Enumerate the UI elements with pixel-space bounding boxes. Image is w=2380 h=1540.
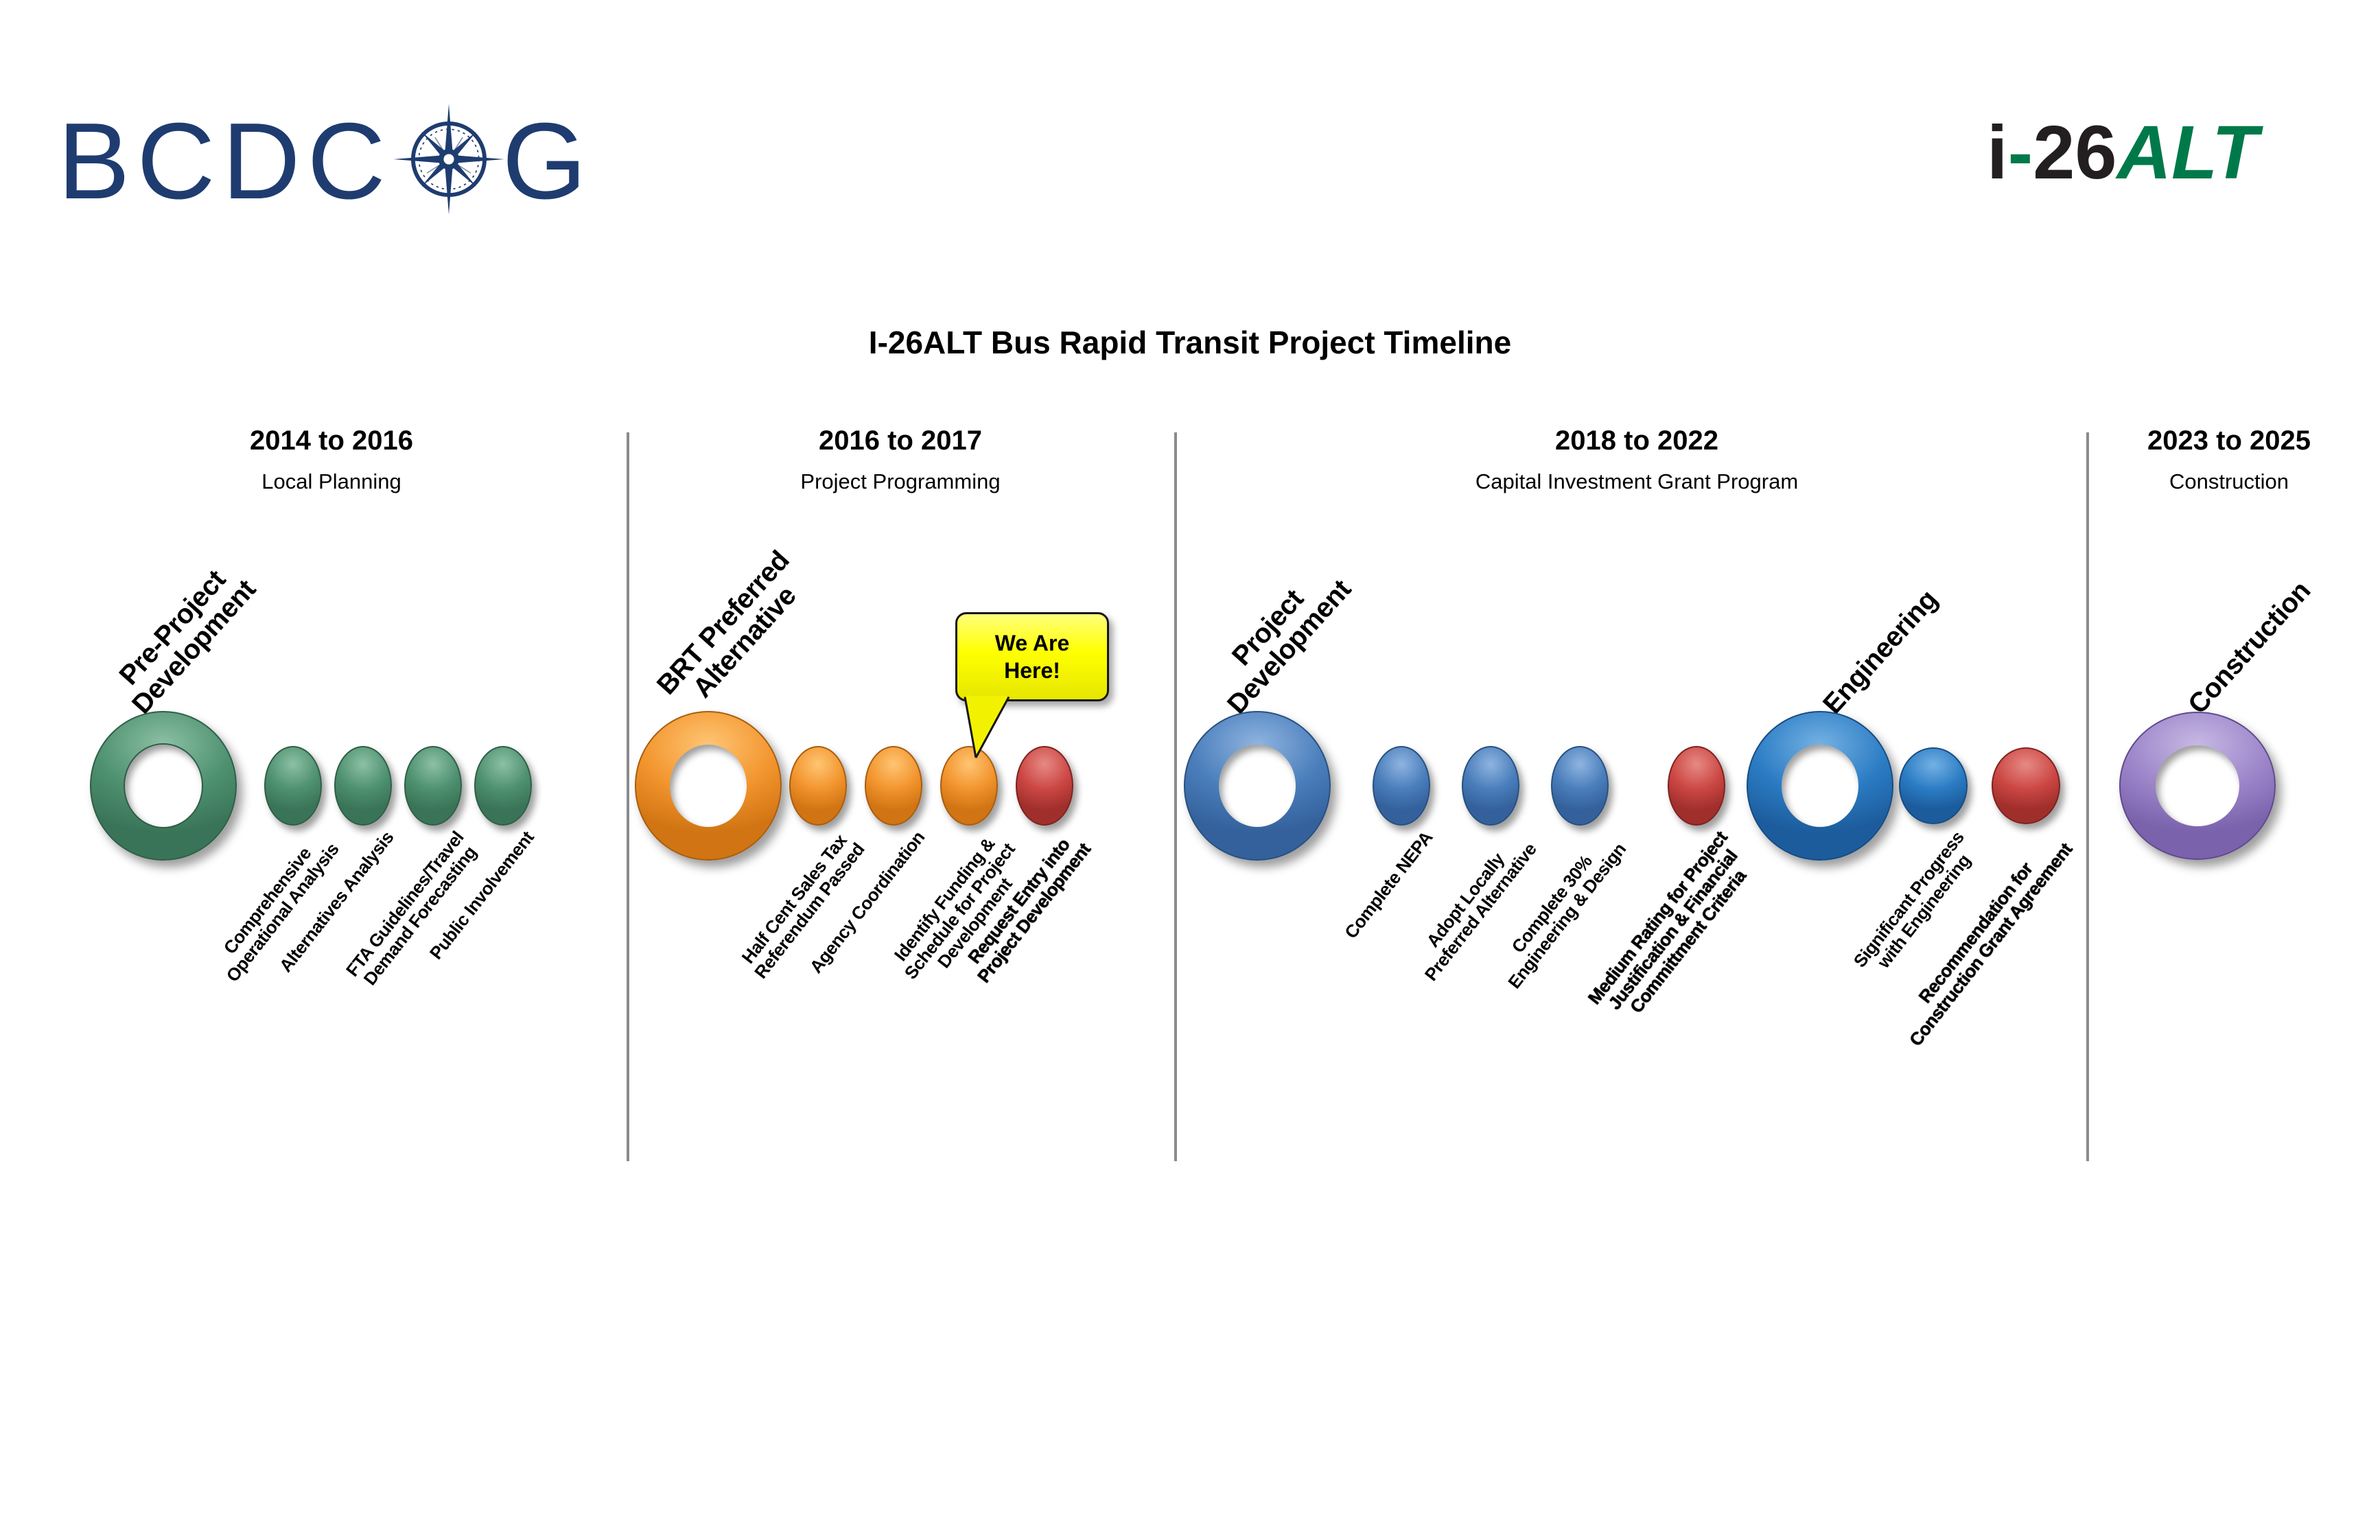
bcdcog-logo-text-right: G — [502, 100, 594, 222]
ring-hole — [1219, 745, 1296, 827]
compass-icon — [393, 102, 504, 220]
stage-ring-engineering — [1747, 711, 1893, 861]
ring-hole — [670, 745, 747, 827]
phase-divider-1 — [627, 432, 629, 1161]
we-are-here-text: We Are Here! — [994, 631, 1070, 683]
stage-ring-project-development — [1184, 711, 1331, 861]
milestone-dot-half-cent-sales-tax — [789, 746, 847, 826]
ring-hole — [2156, 745, 2239, 826]
milestone-dot-significant-progress — [1899, 747, 1968, 824]
milestone-dot-recommendation-cga — [1992, 747, 2060, 824]
page-title: I-26ALT Bus Rapid Transit Project Timeli… — [868, 325, 1512, 360]
phase2-years: 2016 to 2017 — [819, 425, 982, 456]
milestone-label: Half Cent Sales Tax Referendum Passed — [737, 830, 868, 983]
milestone-dot-request-entry — [1016, 746, 1073, 826]
milestone-label: Complete NEPA — [1340, 827, 1436, 943]
stage-ring-brt-preferred-alternative — [635, 711, 782, 861]
phase2-name: Project Programming — [800, 469, 1001, 493]
ring-hole — [1782, 745, 1858, 827]
milestone-dot-adopt-locally-preferred — [1462, 746, 1519, 826]
milestone-dot-alternatives-analysis — [334, 746, 392, 826]
i26alt-logo: i-26ALT — [1987, 115, 2258, 191]
milestone-label: Recommendation for Construction Grant Ag… — [1904, 839, 2076, 1050]
phase1-years: 2014 to 2016 — [250, 425, 413, 456]
stage-label-construction: Construction — [2182, 575, 2317, 720]
i26alt-logo-dash: - — [2007, 110, 2033, 195]
milestone-dot-fta-guidelines — [404, 746, 462, 826]
stage-ring-pre-project-development — [90, 711, 237, 861]
milestone-dot-complete-nepa — [1373, 746, 1430, 826]
i26alt-logo-num: 26 — [2033, 110, 2117, 195]
stage-label-engineering: Engineering — [1817, 584, 1944, 720]
milestone-dot-medium-rating — [1668, 746, 1725, 826]
phase1-name: Local Planning — [261, 469, 401, 493]
phase3-name: Capital Investment Grant Program — [1475, 469, 1799, 493]
stage-label-brt-preferred-alternative: BRT Preferred Alternative — [651, 545, 802, 704]
milestone-dot-comprehensive-operational-analysis — [264, 746, 322, 826]
bcdcog-logo: BCDC — [58, 102, 594, 220]
i26alt-logo-i: i — [1987, 110, 2008, 195]
callout-tail — [964, 696, 1010, 758]
milestone-dot-complete-30-engineering — [1551, 746, 1609, 826]
stage-ring-construction — [2119, 712, 2276, 860]
ring-hole — [125, 745, 202, 827]
phase-divider-2 — [1174, 432, 1177, 1161]
milestone-dot-identify-funding — [940, 746, 998, 826]
phase4-years: 2023 to 2025 — [2147, 425, 2311, 456]
milestone-dot-public-involvement — [474, 746, 532, 826]
phase4-name: Construction — [2169, 469, 2289, 493]
i26alt-logo-alt: ALT — [2116, 110, 2259, 195]
bcdcog-logo-text-left: BCDC — [58, 100, 393, 222]
phase3-years: 2018 to 2022 — [1555, 425, 1718, 456]
we-are-here-callout: We Are Here! — [955, 612, 1109, 701]
stage-label-pre-project-development: Pre-Project Development — [113, 564, 262, 720]
milestone-dot-agency-coordination — [865, 746, 922, 826]
phase-divider-3 — [2086, 432, 2089, 1161]
stage-label-project-development: Project Development — [1222, 574, 1357, 720]
